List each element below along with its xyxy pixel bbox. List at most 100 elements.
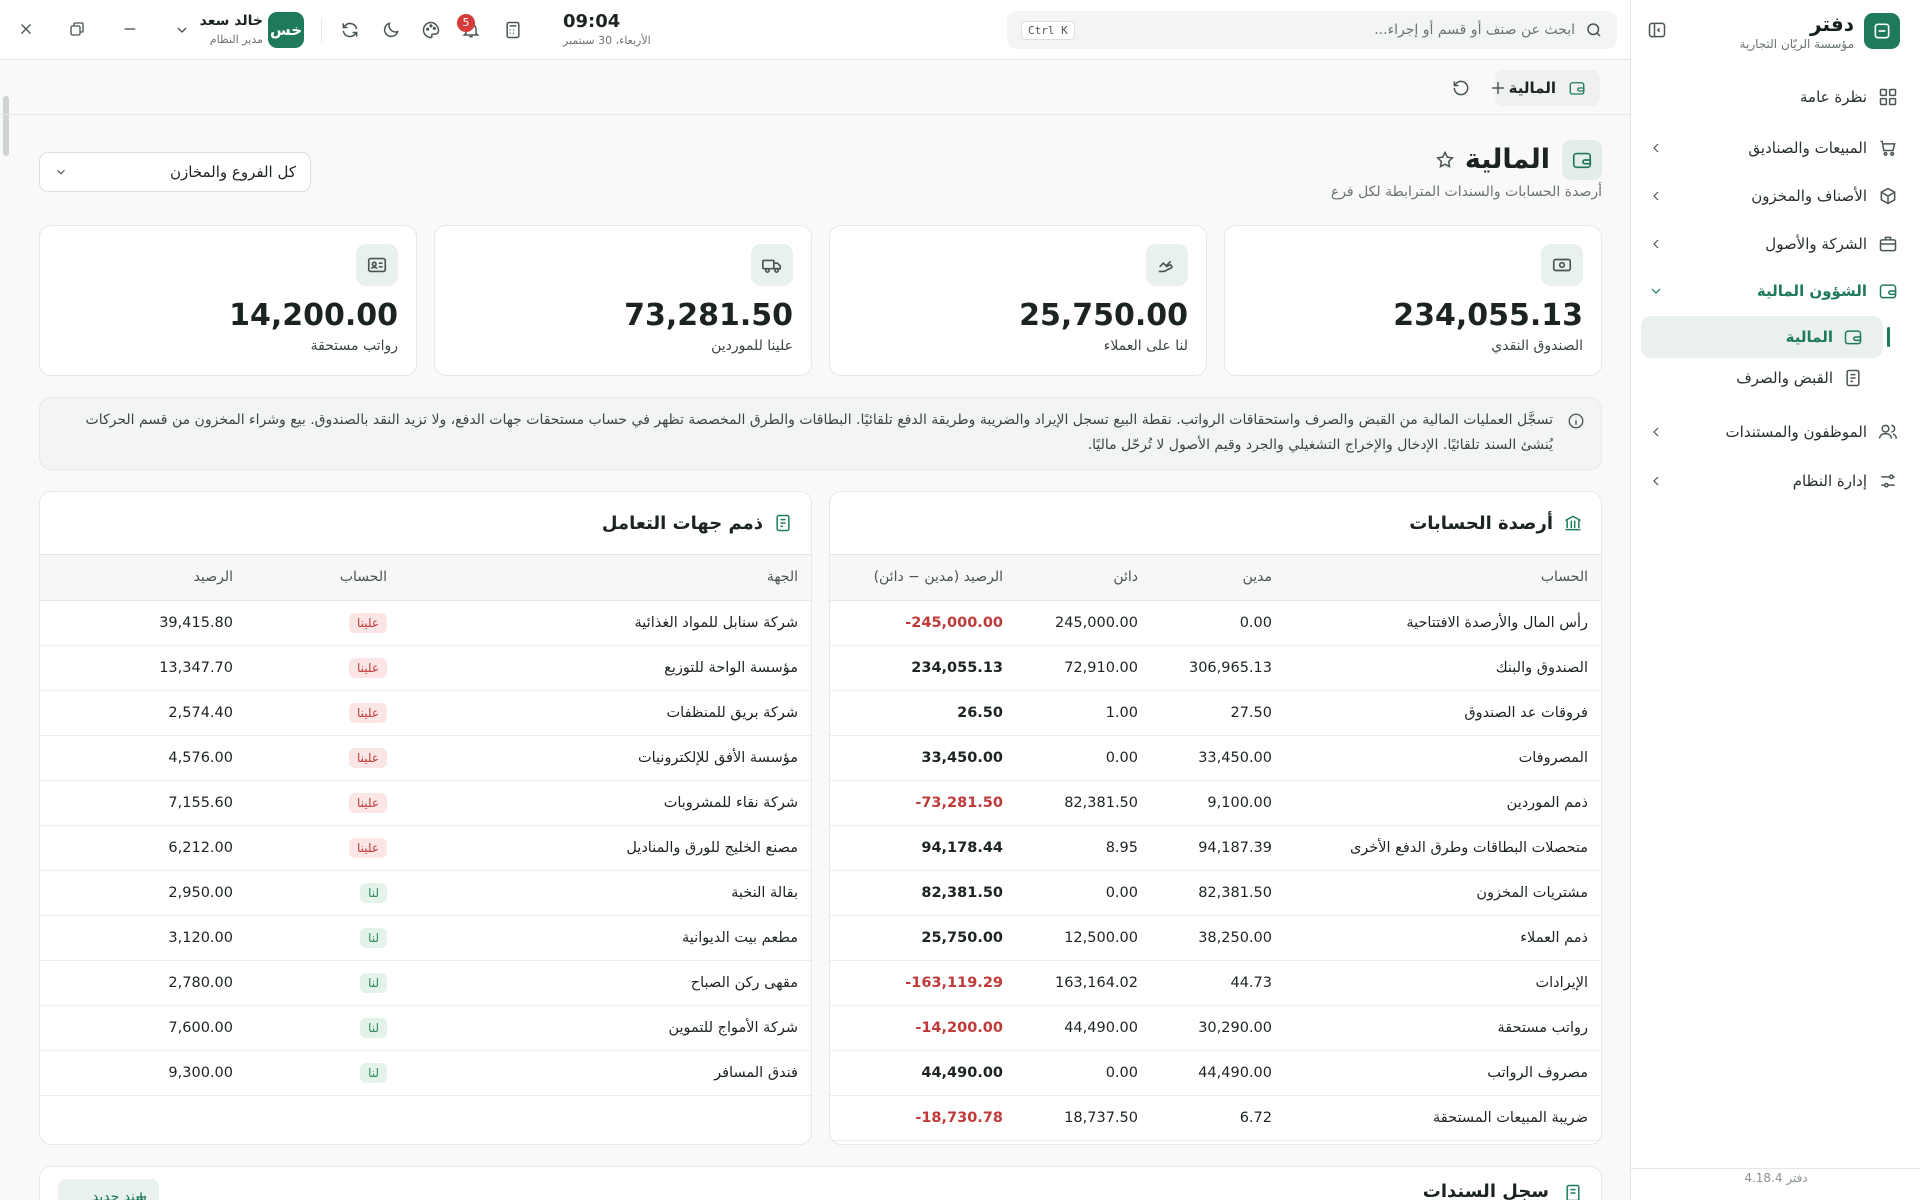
sidebar-toggle[interactable]	[1647, 20, 1667, 40]
row: رواتب مستحقة 30,290.00 44,490.00 -14,200.00	[830, 1005, 1601, 1051]
cell: علينا	[246, 735, 400, 781]
account-badge: علينا	[348, 702, 387, 723]
favorite[interactable]	[1435, 150, 1455, 170]
calculator[interactable]	[503, 20, 523, 40]
cell: ضريبة المبيعات المستحقة	[1285, 1095, 1601, 1141]
page-icon	[1562, 140, 1602, 180]
cell: مشتريات المخزون	[1285, 870, 1601, 916]
new-voucher[interactable]: سند جديد	[58, 1179, 160, 1200]
cell: 44,490.00	[830, 1050, 1016, 1096]
panel-title: سجل السندات	[1422, 1181, 1549, 1200]
row: الإيرادات 44.73 163,164.02 -163,119.29	[830, 960, 1601, 1006]
brand: دفتر	[1810, 12, 1854, 36]
nav-subitem[interactable]: القبض والصرف	[1641, 357, 1883, 399]
tab[interactable]: المالية	[1494, 70, 1600, 106]
cell: -14,200.00	[830, 1005, 1016, 1051]
cell: شركة سنابل للمواد الغذائية	[400, 600, 811, 646]
tbody: رأس المال والأرصدة الافتتاحية 0.00 245,000…	[830, 600, 1601, 1141]
column-header: الجهة	[400, 555, 811, 601]
nav-item[interactable]: الأصناف والمخزون	[1630, 174, 1920, 218]
dark-mode[interactable]	[381, 20, 401, 40]
nav-subitem[interactable]: المالية	[1641, 316, 1883, 358]
divider	[321, 18, 322, 42]
icon	[1653, 427, 1659, 437]
icon	[1878, 424, 1898, 439]
cell: 82,381.50	[1016, 780, 1151, 826]
cell: بقالة النخبة	[400, 870, 811, 916]
icon	[1879, 236, 1897, 252]
nav-item[interactable]: الشركة والأصول	[1630, 222, 1920, 266]
active-indicator	[1887, 327, 1890, 347]
account-badge: علينا	[348, 837, 387, 858]
user-menu[interactable]	[174, 22, 190, 38]
cell: لنا	[246, 1050, 400, 1096]
cell: مصنع الخليج للورق والمناديل	[400, 825, 811, 871]
kpi-label: الصندوق النقدي	[1491, 338, 1583, 354]
restore[interactable]	[68, 20, 86, 38]
row: شركة سنابل للمواد الغذائية علينا 39,415.80	[40, 600, 811, 646]
cell: 27.50	[1151, 690, 1285, 736]
row: بقالة النخبة لنا 2,950.00	[40, 870, 811, 916]
cell: مصروف الرواتب	[1285, 1050, 1601, 1096]
account-badge: علينا	[348, 612, 387, 633]
date: الأربعاء، 30 سبتمبر	[563, 34, 651, 47]
button-label: سند جديد	[92, 1189, 148, 1200]
cell: شركة بريق للمنظفات	[400, 690, 811, 736]
cell: علينا	[246, 780, 400, 826]
cell: 39,415.80	[40, 600, 246, 646]
tab-bar: المالية	[0, 60, 1630, 115]
thead: الجهة الحساب الرصيد	[40, 555, 811, 601]
search[interactable]: ابحث عن صنف أو قسم أو إجراء... Ctrl K	[1007, 11, 1617, 49]
nav-label: المالية	[1785, 328, 1833, 346]
kpi-label: علينا للموردين	[711, 338, 793, 354]
nav-item[interactable]: نظرة عامة	[1630, 75, 1920, 119]
refresh[interactable]	[340, 20, 360, 40]
nav-label: إدارة النظام	[1792, 472, 1867, 490]
icon	[1880, 140, 1896, 156]
avatar[interactable]: خس	[268, 12, 304, 48]
kpi-card: 234,055.13 الصندوق النقدي	[1224, 225, 1602, 376]
cell: 0.00	[1151, 600, 1285, 646]
nav-item[interactable]: إدارة النظام	[1630, 459, 1920, 503]
icon	[1653, 191, 1659, 201]
cell: لنا	[246, 870, 400, 916]
row: الصندوق والبنك 306,965.13 72,910.00 234,055…	[830, 645, 1601, 691]
cell: -73,281.50	[830, 780, 1016, 826]
row: مصروف الرواتب 44,490.00 0.00 44,490.00	[830, 1050, 1601, 1096]
nav-label: المبيعات والصناديق	[1748, 139, 1867, 157]
cell: 7,155.60	[40, 780, 246, 826]
account-badge: علينا	[348, 747, 387, 768]
nav-item[interactable]: الشؤون المالية	[1630, 269, 1920, 313]
user-name: خالد سعد	[199, 13, 263, 29]
reload-tab[interactable]	[1451, 78, 1471, 98]
cell: 9,300.00	[40, 1050, 246, 1096]
account-badge: علينا	[348, 792, 387, 813]
new-tab[interactable]	[1488, 78, 1508, 98]
nav-item[interactable]: المبيعات والصناديق	[1630, 126, 1920, 170]
row: شركة بريق للمنظفات علينا 2,574.40	[40, 690, 811, 736]
header-row: الحساب مدين دائن الرصيد (مدين − دائن)	[830, 555, 1601, 601]
icon	[1844, 330, 1862, 345]
theme-palette[interactable]	[421, 20, 441, 40]
notification-count: 5	[457, 14, 475, 32]
kpi-label: رواتب مستحقة	[310, 338, 398, 354]
cell: 38,250.00	[1151, 915, 1285, 961]
close[interactable]	[17, 20, 35, 38]
logo	[1864, 13, 1900, 49]
user-role: مدير النظام	[209, 33, 263, 46]
cell: 3,120.00	[40, 915, 246, 961]
notice-text: تسجَّل العمليات المالية من القبض والصرف …	[85, 412, 1553, 453]
column-header: مدين	[1151, 555, 1285, 601]
table: الحساب مدين دائن الرصيد (مدين − دائن) رأس ال…	[830, 555, 1601, 1141]
minimize[interactable]	[121, 20, 139, 38]
row: رأس المال والأرصدة الافتتاحية 0.00 245,000…	[830, 600, 1601, 646]
row: مقهى ركن الصباح لنا 2,780.00	[40, 960, 811, 1006]
cell: الصندوق والبنك	[1285, 645, 1601, 691]
tab-label: المالية	[1508, 79, 1556, 97]
branch-filter[interactable]: كل الفروع والمخازن	[39, 152, 311, 192]
panel-header: ذمم جهات التعامل	[40, 492, 811, 555]
nav-item[interactable]: الموظفون والمستندات	[1630, 410, 1920, 454]
cell: 13,347.70	[40, 645, 246, 691]
kpi-row: 234,055.13 الصندوق النقدي 25,750.00 لنا على…	[39, 225, 1602, 376]
